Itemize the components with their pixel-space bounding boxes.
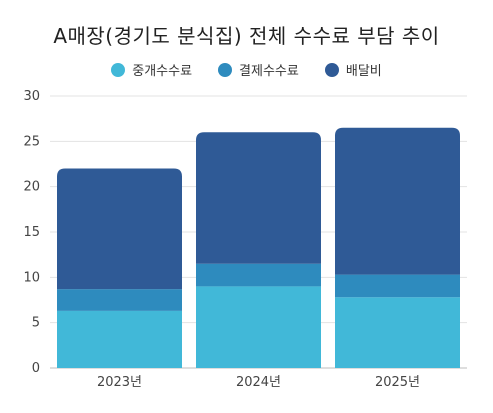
y-tick-label: 25 bbox=[23, 134, 40, 149]
legend-label-delivery-fee: 배달비 bbox=[345, 64, 382, 79]
legend-item-payment-fee: 결제수수료 bbox=[218, 60, 299, 79]
legend-item-delivery-fee: 배달비 bbox=[324, 60, 382, 79]
y-tick-label: 0 bbox=[32, 361, 40, 376]
x-tick-label: 2024년 bbox=[236, 375, 281, 390]
y-tick-label: 30 bbox=[23, 89, 40, 104]
bar-segment bbox=[196, 132, 321, 264]
bar-segment bbox=[57, 168, 182, 290]
bar-segment bbox=[57, 289, 182, 311]
legend-swatch-payment-fee bbox=[218, 62, 233, 77]
bar-segment bbox=[196, 263, 321, 287]
x-tick-label: 2023년 bbox=[97, 375, 142, 390]
chart-title: A매장(경기도 분식집) 전체 수수료 부담 추이 bbox=[53, 24, 440, 48]
legend-swatch-delivery-fee bbox=[324, 62, 339, 77]
bar-segment bbox=[196, 286, 321, 368]
y-tick-label: 20 bbox=[23, 180, 40, 195]
legend: 중개수수료 결제수수료 배달비 bbox=[0, 60, 493, 79]
x-tick-label: 2025년 bbox=[375, 375, 420, 390]
y-tick-label: 5 bbox=[32, 316, 40, 331]
bar-segment bbox=[335, 127, 460, 275]
bar-segment bbox=[57, 310, 182, 368]
legend-label-payment-fee: 결제수수료 bbox=[239, 64, 299, 79]
y-tick-label: 15 bbox=[23, 225, 40, 240]
bar-segment bbox=[335, 274, 460, 298]
legend-item-brokerage-fee: 중개수수료 bbox=[111, 60, 192, 79]
legend-label-brokerage-fee: 중개수수료 bbox=[132, 64, 193, 79]
bar-segment bbox=[335, 297, 460, 368]
y-tick-label: 10 bbox=[23, 270, 40, 285]
legend-swatch-brokerage-fee bbox=[111, 62, 126, 77]
